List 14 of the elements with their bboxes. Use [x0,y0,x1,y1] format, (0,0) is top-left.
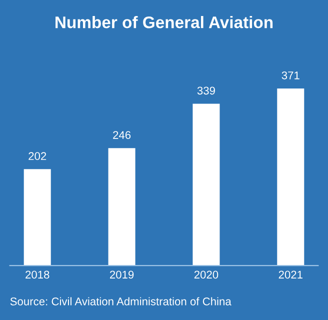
bar [24,169,51,266]
data-label: 202 [28,152,46,160]
x-tick-label: 2020 [194,270,218,279]
chart-title: Number of General Aviation [56,16,273,28]
data-label: 371 [282,71,300,80]
data-label: 246 [113,131,131,139]
bar [277,88,304,266]
x-tick-label: 2019 [110,270,134,279]
source-note: Source: Civil Aviation Administration of China [10,297,232,306]
data-label: 339 [197,86,215,95]
x-tick-label: 2018 [26,270,50,279]
bar [108,148,136,266]
bar [192,104,220,266]
x-tick-label: 2021 [278,270,302,279]
